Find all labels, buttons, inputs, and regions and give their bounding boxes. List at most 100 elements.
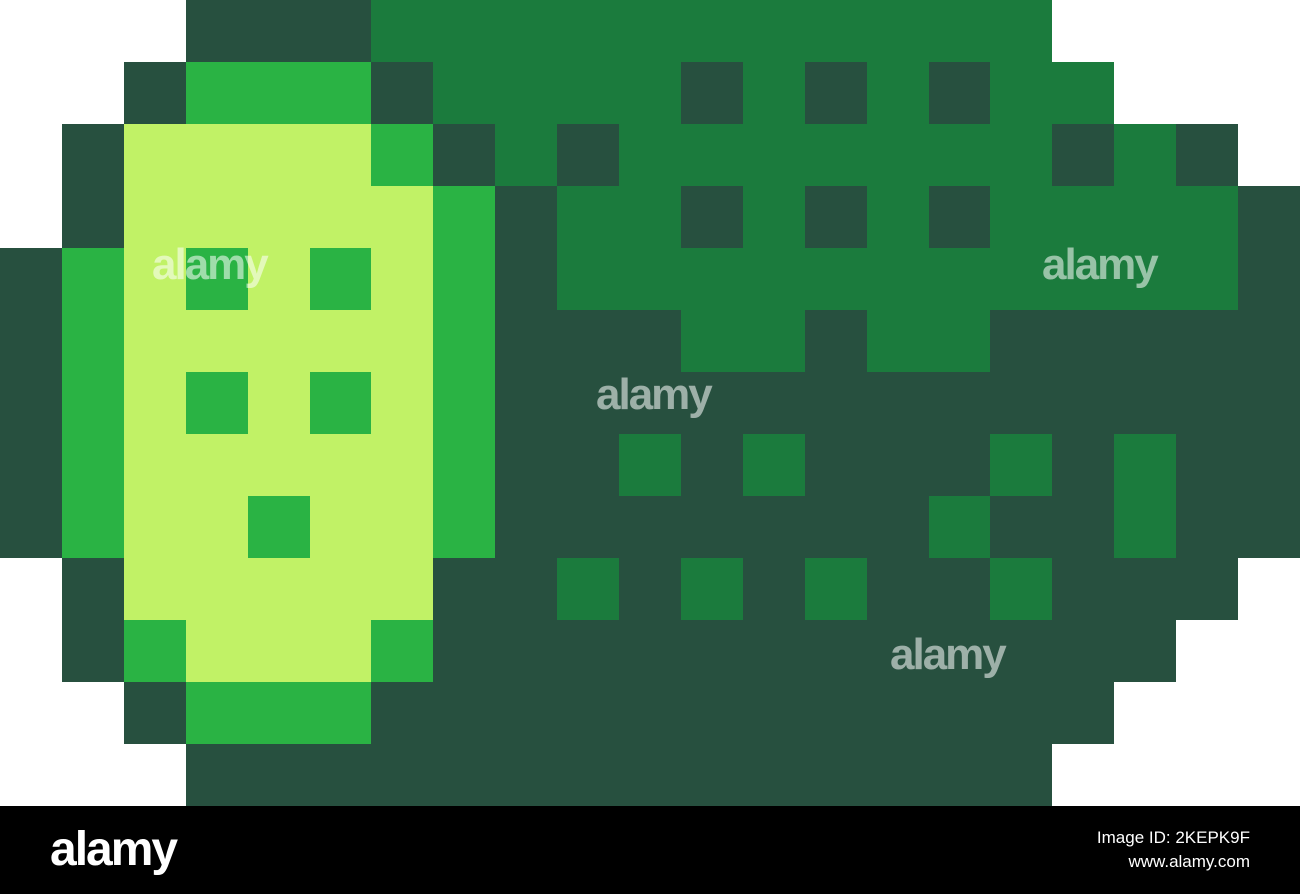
pixel [185,186,248,248]
pixel [866,744,929,806]
pixel [680,620,743,682]
pixel [0,620,62,682]
pixel [557,248,620,310]
pixel [619,62,681,124]
pixel [1238,248,1300,310]
pixel [495,744,558,806]
pixel [1114,124,1177,186]
pixel [495,124,558,186]
pixel [990,124,1053,186]
pixel [557,186,620,248]
pixel [866,0,929,62]
pixel [619,558,681,620]
pixel [61,62,124,124]
pixel [742,0,805,62]
pixel [309,0,372,62]
watermark-text: alamy [596,370,713,419]
pixel [1052,62,1115,124]
pixel [742,372,805,434]
pixel [742,558,805,620]
pixel [1176,496,1239,558]
pixel [928,372,991,434]
pixel [185,62,248,124]
pixel [61,310,124,372]
pixel [61,744,124,806]
pixel [433,682,496,744]
pixel [1114,434,1177,496]
pixel [1176,0,1239,62]
watermark-text: alamy [890,630,1007,679]
pixel [371,558,434,620]
pixel [557,744,620,806]
pixel [804,744,867,806]
pixel [123,558,186,620]
pixel [495,0,558,62]
pixel [433,372,496,434]
pixel [742,248,805,310]
pixel [309,62,372,124]
pixel [185,434,248,496]
pixel [680,62,743,124]
pixel [371,124,434,186]
pixel [495,248,558,310]
pixel [742,124,805,186]
pixel [866,434,929,496]
pixel [680,124,743,186]
pixel [680,744,743,806]
pixel [61,372,124,434]
pixel [680,0,743,62]
pixel [990,310,1053,372]
pixel [928,0,991,62]
pixel [185,0,248,62]
pixel [123,0,186,62]
pixel [680,248,743,310]
pixel [123,682,186,744]
pixel [1114,558,1177,620]
pixel [557,682,620,744]
pixel [619,124,681,186]
pixel [185,496,248,558]
pixel [61,620,124,682]
pixel [309,310,372,372]
pixel [1176,558,1239,620]
pixel [0,0,62,62]
pixel [123,434,186,496]
pixel [742,744,805,806]
pixel [123,62,186,124]
pixel [0,682,62,744]
pixel [0,248,62,310]
pixel [309,372,372,434]
pixel [1114,186,1177,248]
pixel [0,558,62,620]
pixel [990,0,1053,62]
pixel [247,496,310,558]
pixel [61,248,124,310]
pixel [1052,0,1115,62]
pixel [371,682,434,744]
pixel [185,682,248,744]
pixel [680,186,743,248]
pixel [185,372,248,434]
pixel [309,620,372,682]
pixel [680,434,743,496]
pixel [866,310,929,372]
pixel [928,744,991,806]
pixel [371,0,434,62]
pixel [1114,682,1177,744]
pixel [1114,620,1177,682]
pixel [1052,310,1115,372]
pixel [433,124,496,186]
pixel [1238,62,1300,124]
pixel [742,186,805,248]
pixel [1238,496,1300,558]
pixel [309,558,372,620]
pixel [1176,682,1239,744]
pixel [990,496,1053,558]
pixel [185,620,248,682]
pixel [680,372,743,434]
pixel [123,372,186,434]
pixel [619,682,681,744]
pixel [1176,372,1239,434]
pixel [1114,372,1177,434]
site-url: www.alamy.com [1128,852,1250,871]
